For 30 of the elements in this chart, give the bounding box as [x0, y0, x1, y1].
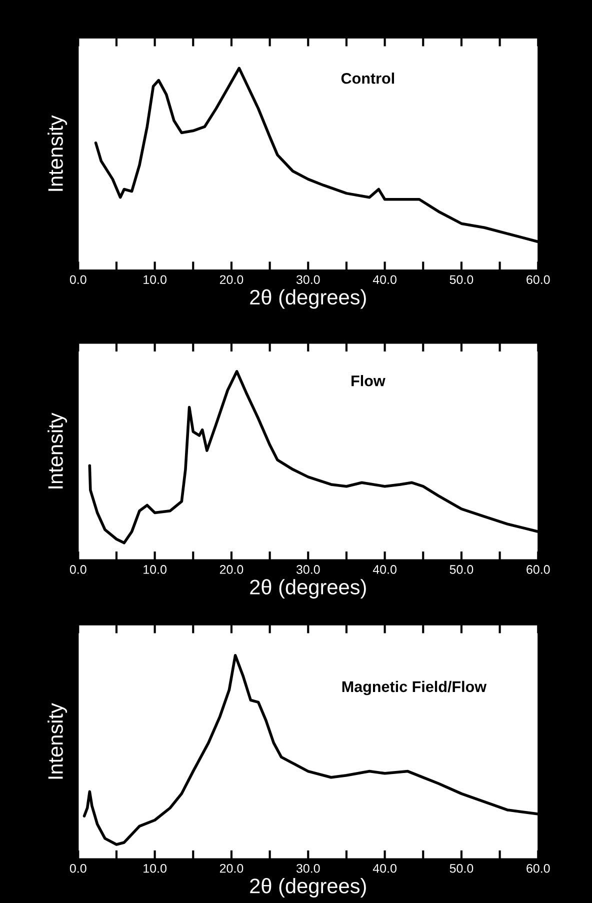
y-axis-title: Intensity: [48, 115, 68, 191]
x-tick-label: 0.0: [70, 275, 86, 284]
x-tick-label: 60.0: [526, 864, 550, 873]
x-tick-label: 30.0: [296, 864, 320, 873]
x-tick-label: 20.0: [220, 275, 244, 284]
x-tick-label: 20.0: [220, 565, 244, 574]
x-tick-label: 50.0: [450, 565, 474, 574]
x-tick-label: 0.0: [70, 864, 86, 873]
x-tick-label: 50.0: [450, 275, 474, 284]
x-tick-label: 40.0: [372, 565, 396, 574]
x-tick-label: 40.0: [372, 864, 396, 873]
x-tick-label: 10.0: [144, 864, 166, 873]
x-tick-label: 30.0: [296, 565, 320, 574]
x-tick-label: 50.0: [450, 864, 474, 873]
x-tick-label: 30.0: [296, 275, 320, 284]
x-axis-title: 2θ (degrees): [250, 878, 366, 898]
y-axis-title: Intensity: [48, 412, 68, 488]
x-tick-label: 60.0: [526, 565, 550, 574]
x-tick-label: 40.0: [372, 275, 396, 284]
x-tick-label: 10.0: [144, 275, 166, 284]
chart-title: Control: [341, 72, 394, 84]
x-axis-title: 2θ (degrees): [250, 579, 366, 599]
chart-title: Flow: [352, 375, 386, 386]
x-tick-label: 10.0: [144, 565, 166, 574]
x-tick-label: 20.0: [220, 864, 244, 873]
x-tick-label: 60.0: [526, 275, 550, 284]
y-axis-title: Intensity: [48, 703, 68, 779]
x-axis-title: 2θ (degrees): [250, 289, 366, 309]
x-tick-label: 0.0: [70, 565, 86, 574]
text: Magnetic Field/Flow: [342, 680, 487, 696]
